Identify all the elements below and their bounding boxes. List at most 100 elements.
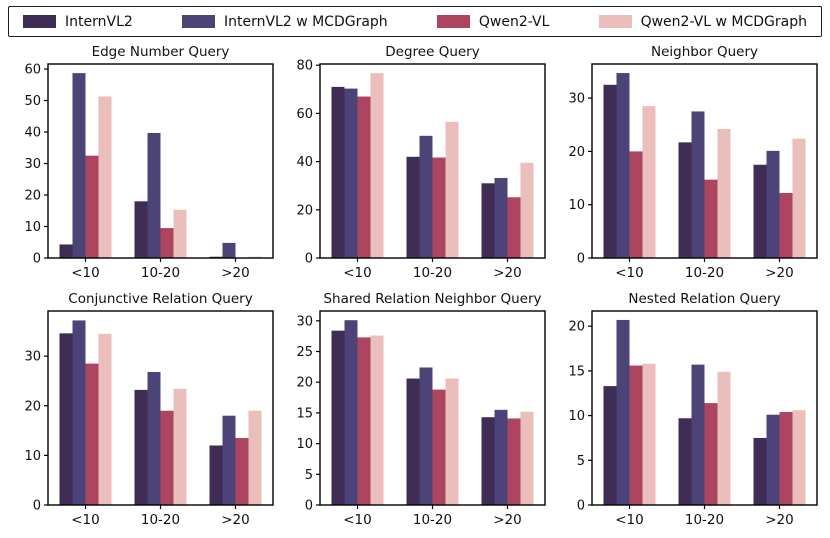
x-tick-label: >20: [765, 512, 794, 528]
bar: [507, 418, 521, 505]
bar: [209, 445, 223, 505]
plot-border: [319, 310, 546, 506]
y-tick-label: 20: [296, 376, 313, 391]
chart-nested-relation-query: Nested Relation Query 0 5 10 15 20 <10 10-20 >20: [551, 289, 823, 536]
bar: [419, 367, 433, 505]
x-tick-label: >20: [493, 512, 522, 528]
x-tick-label: 10-20: [413, 512, 452, 528]
bar: [72, 320, 86, 505]
bar: [507, 197, 521, 258]
bar: [406, 378, 420, 505]
bar: [370, 335, 384, 505]
bar: [766, 150, 780, 258]
bar: [717, 129, 731, 258]
y-tick-label: 30: [24, 157, 41, 172]
chart-title: Shared Relation Neighbor Query: [323, 291, 541, 307]
bar: [134, 201, 148, 258]
y-tick-label: 15: [568, 364, 585, 379]
bar: [792, 410, 806, 505]
bar: [248, 410, 262, 505]
y-tick-label: 80: [296, 59, 313, 74]
bar: [753, 437, 767, 505]
chart-conjunctive-relation-query: Conjunctive Relation Query 0 10 20 30 <10 10-2…: [7, 289, 279, 536]
y-tick-label: 25: [296, 345, 313, 360]
bar: [173, 388, 187, 505]
x-tick-label: 10-20: [141, 512, 180, 528]
chart-degree-query: Degree Query 0 20 40 60 80 <10 10-20 >20: [279, 42, 551, 289]
bar: [432, 389, 446, 505]
bar: [481, 183, 495, 258]
bar: [704, 403, 718, 505]
y-tick-label: 20: [24, 399, 41, 414]
legend-swatch-icon: [23, 15, 56, 28]
legend-label: Qwen2-VL: [478, 13, 550, 30]
bar-chart-canvas: Shared Relation Neighbor Query 0 5 10 15 20 25…: [296, 291, 546, 528]
y-tick-label: 0: [577, 252, 585, 267]
plot-border: [591, 63, 818, 259]
bar: [419, 135, 433, 258]
y-tick-label: 5: [577, 454, 585, 469]
bar: [779, 192, 793, 258]
y-tick-label: 30: [568, 92, 585, 107]
x-tick-label: 10-20: [413, 265, 452, 281]
y-tick-label: 40: [24, 126, 41, 141]
bar: [616, 319, 630, 505]
bar: [494, 409, 508, 505]
x-tick-label: >20: [765, 265, 794, 281]
bar: [85, 155, 99, 258]
bar: [678, 142, 692, 258]
legend-item: Qwen2-VL: [436, 13, 550, 30]
legend-item: Qwen2-VL w MCDGraph: [598, 13, 807, 30]
y-tick-label: 0: [33, 499, 41, 514]
y-tick-label: 20: [24, 189, 41, 204]
legend-label: Qwen2-VL w MCDGraph: [640, 13, 807, 30]
x-tick-label: >20: [221, 512, 250, 528]
bar: [222, 415, 236, 505]
legend-item: InternVL2 w MCDGraph: [181, 14, 388, 30]
bar: [173, 209, 187, 258]
bar: [520, 411, 534, 505]
chart-title: Degree Query: [385, 44, 479, 60]
bar: [603, 84, 617, 259]
bar: [642, 106, 656, 258]
bar: [85, 363, 99, 505]
plot-border: [591, 310, 818, 506]
legend-label: InternVL2: [65, 13, 133, 30]
bar: [792, 138, 806, 258]
x-tick-label: >20: [493, 265, 522, 281]
bar: [235, 438, 249, 505]
bar: [678, 418, 692, 505]
bar: [616, 73, 630, 258]
y-tick-label: 60: [296, 107, 313, 122]
y-tick-label: 10: [296, 437, 313, 452]
y-tick-label: 30: [296, 314, 313, 329]
legend-item: InternVL2: [23, 14, 133, 30]
y-tick-label: 30: [24, 350, 41, 365]
bar: [445, 121, 459, 259]
bar: [72, 73, 86, 258]
bar: [691, 111, 705, 258]
bar: [691, 364, 705, 505]
bar: [59, 333, 73, 505]
y-tick-label: 10: [568, 198, 585, 213]
bar: [481, 417, 495, 505]
x-tick-label: >20: [221, 265, 250, 281]
x-tick-label: <10: [615, 512, 644, 528]
x-tick-label: <10: [71, 512, 100, 528]
y-tick-label: 20: [568, 320, 585, 335]
y-tick-label: 0: [33, 252, 41, 267]
x-tick-label: 10-20: [141, 265, 180, 281]
bar: [432, 157, 446, 258]
legend-swatch-icon: [181, 15, 215, 28]
chart-title: Edge Number Query: [92, 44, 230, 60]
y-tick-label: 0: [305, 252, 313, 267]
bar: [717, 371, 731, 505]
bar: [357, 337, 371, 505]
x-tick-label: <10: [615, 265, 644, 281]
chart-neighbor-query: Neighbor Query 0 10 20 30 <10 10-20 >20: [551, 42, 823, 289]
legend: InternVL2 InternVL2 w MCDGraph Qwen2-VL Qwe…: [8, 6, 822, 37]
x-tick-label: 10-20: [685, 265, 724, 281]
bar: [160, 228, 174, 258]
bar-chart-canvas: Edge Number Query 0 10 20 30 40 50 60 <10 10-20 >2…: [24, 44, 274, 281]
